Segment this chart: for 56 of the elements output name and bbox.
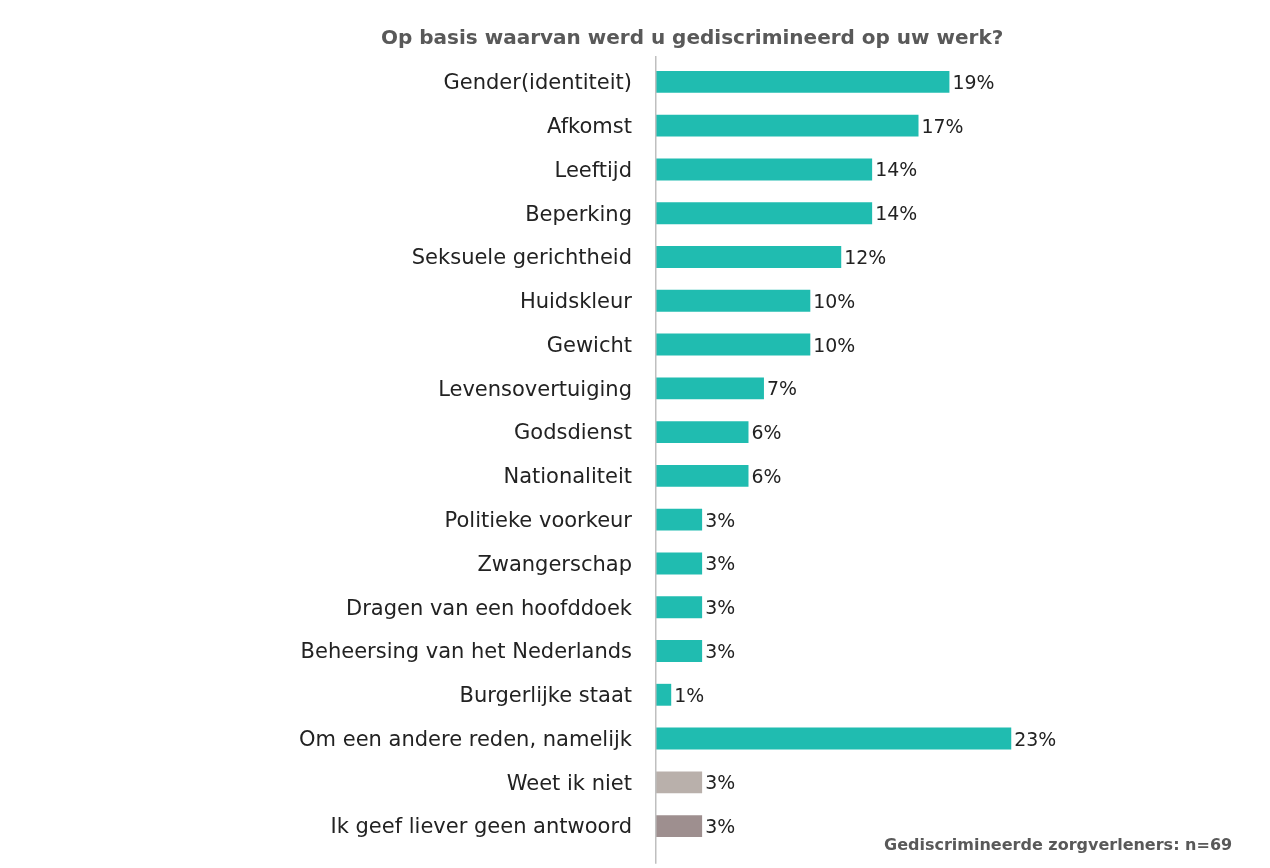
data-label: 14%	[875, 202, 918, 225]
data-label: 3%	[705, 771, 736, 794]
data-label: 3%	[705, 815, 736, 838]
data-label: 3%	[705, 552, 736, 575]
data-label: 3%	[705, 639, 736, 662]
bar	[655, 158, 873, 181]
y-tick-label: Leeftijd	[554, 157, 632, 182]
bar	[655, 464, 749, 487]
data-label: 6%	[751, 464, 782, 487]
chart-title: Op basis waarvan werd u gediscrimineerd op uw werk?	[380, 25, 1004, 50]
y-tick-label: Zwangerschap	[477, 551, 632, 576]
y-tick-label: Dragen van een hoofddoek	[345, 595, 633, 620]
y-tick-label: Weet ik niet	[506, 770, 632, 795]
bar	[655, 202, 873, 225]
bar	[655, 289, 811, 312]
data-label: 10%	[813, 289, 856, 312]
bar	[655, 552, 703, 575]
bar	[655, 377, 764, 400]
data-label: 6%	[751, 421, 782, 444]
y-tick-label: Nationaliteit	[503, 464, 632, 489]
bar	[655, 70, 950, 93]
y-tick-label: Politieke voorkeur	[444, 508, 633, 533]
y-tick-label: Ik geef liever geen antwoord	[330, 814, 632, 839]
bar	[655, 771, 703, 794]
y-tick-label: Beheersing van het Nederlands	[300, 639, 632, 664]
y-tick-label: Godsdienst	[514, 420, 632, 445]
bar	[655, 596, 703, 619]
data-label: 17%	[921, 114, 964, 137]
y-tick-label: Levensovertuiging	[438, 376, 632, 401]
data-label: 7%	[766, 377, 797, 400]
bar	[655, 421, 749, 444]
bar	[655, 683, 672, 706]
y-tick-label: Gewicht	[546, 332, 632, 357]
y-tick-label: Burgerlijke staat	[459, 683, 632, 708]
data-label: 12%	[844, 245, 887, 268]
bar	[655, 640, 703, 662]
y-tick-label: Afkomst	[547, 114, 632, 139]
data-label: 19%	[952, 70, 995, 93]
bar	[655, 333, 811, 356]
bar	[655, 114, 919, 137]
y-tick-label: Gender(identiteit)	[443, 70, 632, 95]
bar	[655, 508, 703, 531]
bar	[655, 727, 1012, 750]
data-label: 10%	[813, 333, 856, 356]
y-tick-label: Seksuele gerichtheid	[411, 245, 632, 270]
data-label: 3%	[705, 596, 736, 619]
bar	[655, 815, 703, 838]
data-label: 23%	[1014, 727, 1057, 750]
y-tick-label: Om een andere reden, namelijk	[299, 726, 633, 751]
data-label: 14%	[875, 158, 918, 181]
annotation: Gediscrimineerde zorgverleners: n=69	[884, 835, 1233, 854]
data-label: 1%	[674, 683, 705, 706]
data-label: 3%	[705, 508, 736, 531]
y-tick-label: Beperking	[525, 201, 632, 226]
y-tick-label: Huidskleur	[519, 289, 633, 314]
bar	[655, 246, 842, 268]
